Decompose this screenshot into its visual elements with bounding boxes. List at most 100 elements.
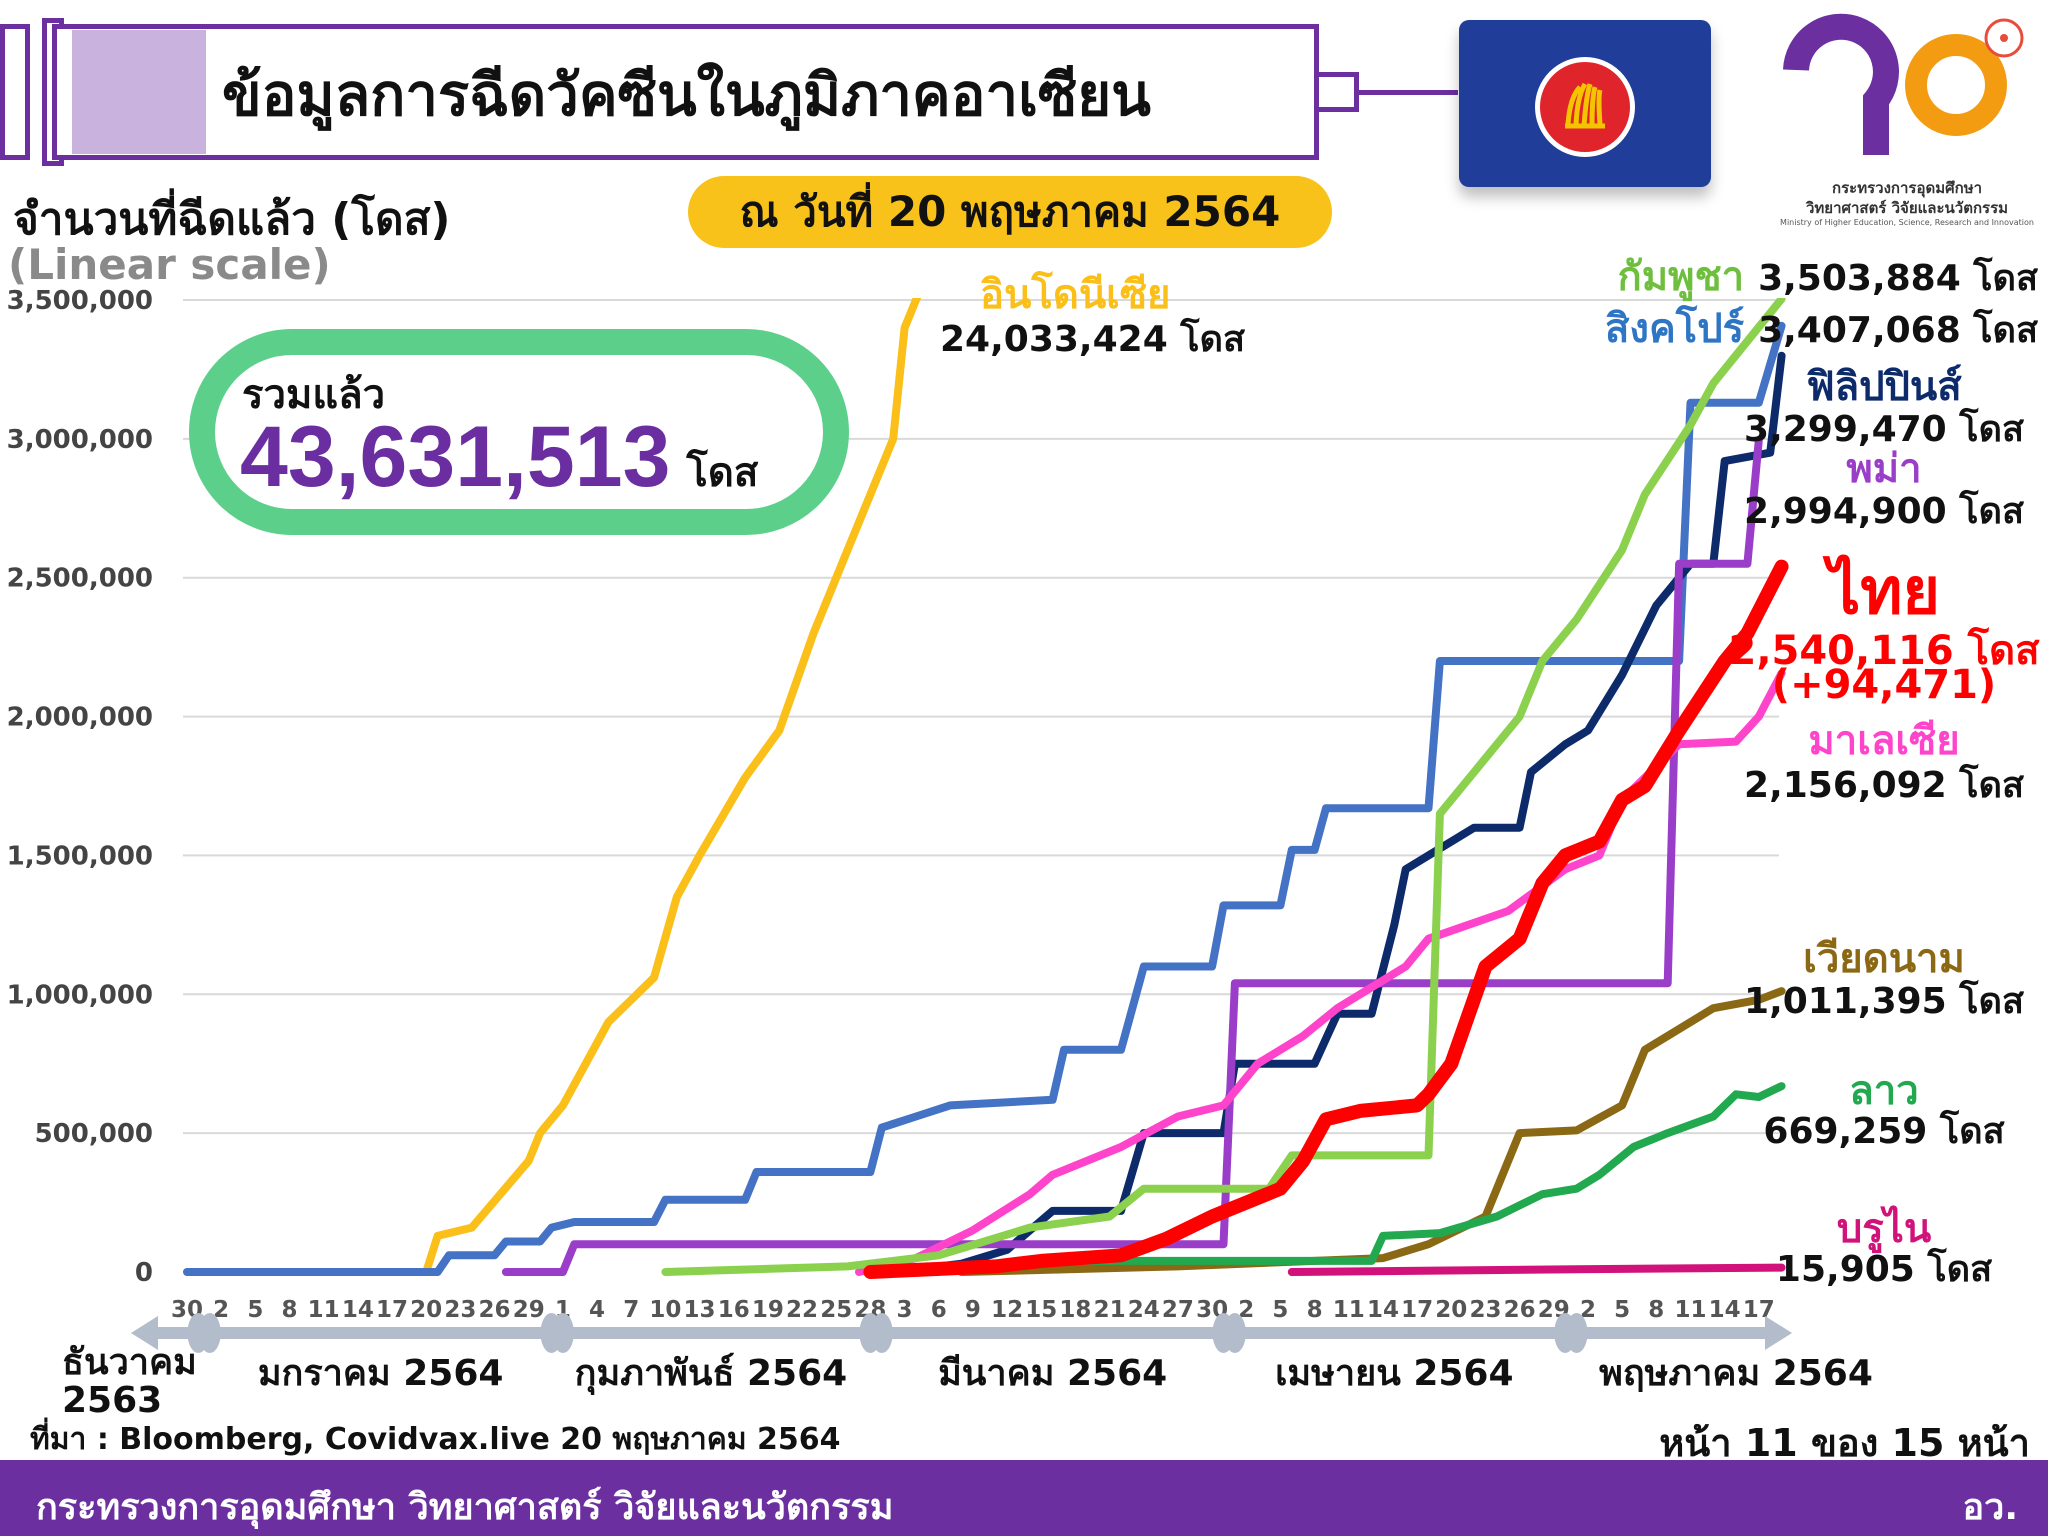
- y-tick-label: 2,500,000: [7, 564, 153, 594]
- month-label: มกราคม 2564: [257, 1353, 504, 1394]
- y-tick-label: 3,000,000: [7, 425, 153, 455]
- label-myanmar-value: 2,994,900 โดส: [1744, 491, 2024, 532]
- x-tick-label: 8: [1307, 1297, 1323, 1323]
- label-laos-value: 669,259 โดส: [1763, 1111, 2005, 1152]
- total-unit: โดส: [686, 450, 759, 496]
- x-tick-label: 16: [718, 1297, 750, 1323]
- label-brunei-value: 15,905 โดส: [1775, 1249, 1993, 1290]
- month-label: กุมภาพันธ์ 2564: [574, 1353, 848, 1394]
- syringe-needle-hub: [1319, 72, 1359, 112]
- x-tick-label: 9: [965, 1297, 981, 1323]
- x-tick-label: 18: [1059, 1297, 1091, 1323]
- x-tick-label: 17: [1743, 1297, 1775, 1323]
- label-thailand-change: (+94,471): [1771, 662, 1997, 708]
- x-tick-label: 8: [1648, 1297, 1664, 1323]
- x-tick-label: 17: [1401, 1297, 1433, 1323]
- month-boundary-marker: [1223, 1313, 1246, 1353]
- month-boundary-marker: [870, 1313, 893, 1353]
- series-line-9: [863, 559, 1789, 1279]
- x-tick-label: 23: [1469, 1297, 1501, 1323]
- series-line-2: [889, 351, 1786, 1276]
- x-tick-label: 22: [786, 1297, 818, 1323]
- x-tick-label: 5: [247, 1297, 263, 1323]
- month-label: พฤษภาคม 2564: [1599, 1353, 1873, 1394]
- month-boundary-marker: [198, 1313, 221, 1353]
- x-tick-label: 2: [1580, 1297, 1596, 1323]
- x-tick-label: 20: [410, 1297, 442, 1323]
- y-scale-note: (Linear scale): [8, 240, 331, 289]
- label-indonesia-name: อินโดนีเซีย: [980, 272, 1171, 318]
- label-cambodia-name: กัมพูชา: [1617, 254, 1745, 300]
- logo-text-line1: กระทรวงการอุดมศึกษา: [1832, 179, 1982, 197]
- x-tick-label: 21: [1094, 1297, 1126, 1323]
- series-line-7: [1048, 1082, 1786, 1265]
- month-boundary-marker: [1565, 1313, 1588, 1353]
- x-tick-label: 13: [684, 1297, 716, 1323]
- label-malaysia-name: มาเลเซีย: [1808, 718, 1960, 764]
- label-malaysia-value: 2,156,092 โดส: [1744, 765, 2024, 806]
- x-tick-label: 14: [342, 1297, 374, 1323]
- y-tick-label: 2,000,000: [7, 703, 153, 733]
- x-tick-label: 2: [1238, 1297, 1254, 1323]
- series-line-3: [501, 436, 1763, 1276]
- logo-text-line2: วิทยาศาสตร์ วิจัยและนวัตกรรม: [1805, 199, 2009, 217]
- x-tick-label: 5: [1614, 1297, 1630, 1323]
- label-laos-name: ลาว: [1849, 1068, 1919, 1114]
- footer-abbreviation: อว.: [1962, 1487, 2018, 1528]
- source-note: ที่มา : Bloomberg, Covidvax.live 20 พฤษภ…: [30, 1422, 841, 1457]
- x-tick-label: 2: [213, 1297, 229, 1323]
- total-value: 43,631,513: [240, 409, 671, 505]
- label-singapore-row: สิงคโปร์ 3,407,068 โดส: [1605, 296, 2038, 360]
- x-tick-label: 20: [1435, 1297, 1467, 1323]
- logo-text-english: Ministry of Higher Education, Science, R…: [1780, 218, 2034, 227]
- timeline-arrow-right: [1765, 1316, 1792, 1350]
- label-cambodia-row: กัมพูชา 3,503,884 โดส: [1618, 244, 2038, 308]
- page-title: ข้อมูลการฉีดวัคซีนในภูมิภาคอาเซียน: [222, 61, 1151, 129]
- total-label: รวมแล้ว: [242, 372, 386, 418]
- footer-ministry-name: กระทรวงการอุดมศึกษา วิทยาศาสตร์ วิจัยและ…: [36, 1487, 894, 1528]
- label-vietnam-value: 1,011,395 โดส: [1744, 981, 2024, 1022]
- x-tick-label: 19: [752, 1297, 784, 1323]
- series-line-4: [855, 669, 1786, 1276]
- x-tick-label: 26: [1504, 1297, 1536, 1323]
- label-brunei-name: บรูไน: [1836, 1206, 1932, 1252]
- x-tick-label: 27: [1162, 1297, 1194, 1323]
- label-singapore-value: 3,407,068 โดส: [1758, 310, 2038, 351]
- x-tick-label: 4: [589, 1297, 605, 1323]
- y-tick-label: 1,000,000: [7, 980, 153, 1010]
- label-myanmar-name: พม่า: [1846, 446, 1922, 492]
- y-tick-label: 500,000: [35, 1119, 153, 1149]
- month-label: เมษายน 2564: [1275, 1353, 1514, 1394]
- syringe-fill: [72, 30, 206, 154]
- month-boundary-marker: [551, 1313, 574, 1353]
- label-thailand-value: 2,540,116 โดส: [1728, 628, 2040, 674]
- month-label: มีนาคม 2564: [938, 1353, 1168, 1394]
- timeline-arrow-left: [131, 1316, 158, 1350]
- label-philippines-value: 3,299,470 โดส: [1744, 409, 2024, 450]
- x-tick-label: 3: [897, 1297, 913, 1323]
- x-tick-label: 8: [282, 1297, 298, 1323]
- label-vietnam-name: เวียดนาม: [1803, 936, 1965, 982]
- label-thailand-name: ไทย: [1828, 555, 1940, 629]
- x-tick-label: 10: [649, 1297, 681, 1323]
- page-indicator: หน้า 11 ของ 15 หน้า: [1659, 1421, 2030, 1465]
- y-axis-label: จำนวนที่ฉีดแล้ว (โดส): [13, 194, 451, 245]
- x-tick-label: 12: [991, 1297, 1023, 1323]
- x-tick-label: 17: [376, 1297, 408, 1323]
- series-line-6: [957, 987, 1786, 1276]
- x-tick-label: 14: [1709, 1297, 1741, 1323]
- x-tick-label: 11: [1333, 1297, 1365, 1323]
- x-tick-label: 11: [1674, 1297, 1706, 1323]
- x-tick-label: 24: [1128, 1297, 1160, 1323]
- y-tick-label: 1,500,000: [7, 841, 153, 871]
- x-tick-label: 15: [1025, 1297, 1057, 1323]
- label-cambodia-value: 3,503,884 โดส: [1758, 258, 2038, 299]
- x-tick-label: 14: [1367, 1297, 1399, 1323]
- label-indonesia-value: 24,033,424 โดส: [940, 319, 1245, 360]
- x-tick-label: 23: [444, 1297, 476, 1323]
- footer-bar: [0, 1460, 2048, 1536]
- series-line-0: [342, 298, 922, 1276]
- series-line-5: [661, 298, 1786, 1276]
- total-row: 43,631,513 โดส: [240, 408, 758, 507]
